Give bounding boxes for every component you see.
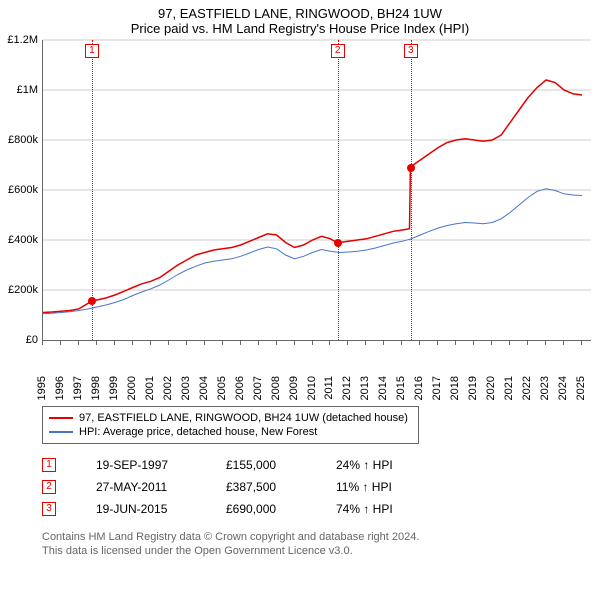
x-tick-label: 1996 [54, 376, 66, 400]
title-sub: Price paid vs. HM Land Registry's House … [0, 21, 600, 40]
x-tick-label: 2002 [162, 376, 174, 400]
x-tick-label: 2025 [575, 376, 587, 400]
x-tick-label: 2024 [557, 376, 569, 400]
y-tick-label: £1.2M [7, 34, 38, 46]
y-tick-label: £400k [8, 234, 38, 246]
title-block: 97, EASTFIELD LANE, RINGWOOD, BH24 1UW P… [0, 0, 600, 40]
x-tick-label: 1995 [36, 376, 48, 400]
sale-marker-box: 3 [404, 44, 418, 58]
x-tick-label: 2009 [288, 376, 300, 400]
x-tick-label: 2003 [180, 376, 192, 400]
sale-marker-line [411, 40, 412, 340]
x-tick-label: 2014 [377, 376, 389, 400]
x-tick-label: 2021 [503, 376, 515, 400]
sales-date: 27-MAY-2011 [96, 480, 226, 494]
sale-marker-box: 1 [85, 44, 99, 58]
legend-label: 97, EASTFIELD LANE, RINGWOOD, BH24 1UW (… [79, 412, 408, 424]
x-tick-label: 2022 [521, 376, 533, 400]
sales-diff: 11% ↑ HPI [336, 480, 446, 494]
sale-dot [407, 164, 415, 172]
sale-dot [334, 239, 342, 247]
x-tick-label: 2011 [323, 376, 335, 400]
x-tick-label: 2005 [216, 376, 228, 400]
y-tick-label: £800k [8, 134, 38, 146]
y-tick-label: £600k [8, 184, 38, 196]
x-tick-label: 2007 [252, 376, 264, 400]
sales-row: 2 27-MAY-2011£387,50011% ↑ HPI [42, 476, 600, 498]
plot-area: 1 2 3 [42, 40, 591, 341]
y-tick-label: £200k [8, 284, 38, 296]
legend-swatch [49, 431, 73, 433]
sale-dot [88, 297, 96, 305]
x-tick-label: 2004 [198, 376, 210, 400]
sales-index-box: 1 [42, 458, 56, 472]
sales-index-box: 3 [42, 502, 56, 516]
x-tick-label: 2023 [539, 376, 551, 400]
x-tick-label: 2017 [431, 376, 443, 400]
y-tick-label: £0 [26, 334, 38, 346]
x-tick-label: 1998 [90, 376, 102, 400]
footer: Contains HM Land Registry data © Crown c… [42, 530, 600, 567]
sales-diff: 74% ↑ HPI [336, 502, 446, 516]
x-tick-label: 2006 [234, 376, 246, 400]
chart-area: £0£200k£400k£600k£800k£1M£1.2M 123 19951… [0, 40, 600, 400]
x-tick-label: 2019 [467, 376, 479, 400]
x-tick-label: 2000 [126, 376, 138, 400]
x-tick-label: 2012 [341, 376, 353, 400]
sales-row: 1 19-SEP-1997£155,00024% ↑ HPI [42, 454, 600, 476]
sales-price: £155,000 [226, 458, 336, 472]
series-hpi [43, 189, 582, 314]
x-tick-label: 2013 [359, 376, 371, 400]
x-tick-label: 2015 [395, 376, 407, 400]
x-tick-label: 1997 [72, 376, 84, 400]
legend: 97, EASTFIELD LANE, RINGWOOD, BH24 1UW (… [42, 406, 419, 444]
legend-swatch [49, 417, 73, 419]
x-tick-label: 2020 [485, 376, 497, 400]
sales-price: £690,000 [226, 502, 336, 516]
sales-price: £387,500 [226, 480, 336, 494]
sales-date: 19-SEP-1997 [96, 458, 226, 472]
y-axis-labels: £0£200k£400k£600k£800k£1M£1.2M [0, 40, 42, 340]
plot-svg [43, 40, 591, 340]
x-axis-labels: 1995199619971998199920002001200220032004… [42, 340, 590, 400]
legend-row: HPI: Average price, detached house, New … [49, 425, 408, 439]
x-tick-label: 2010 [306, 376, 318, 400]
x-tick-label: 2008 [270, 376, 282, 400]
sale-marker-line [338, 40, 339, 340]
footer-line2: This data is licensed under the Open Gov… [42, 544, 600, 558]
x-tick-label: 2016 [413, 376, 425, 400]
legend-label: HPI: Average price, detached house, New … [79, 426, 317, 438]
sales-diff: 24% ↑ HPI [336, 458, 446, 472]
sales-table: 1 19-SEP-1997£155,00024% ↑ HPI 2 27-MAY-201… [42, 454, 600, 520]
x-tick-label: 2001 [144, 376, 156, 400]
series-property [43, 80, 582, 313]
title-main: 97, EASTFIELD LANE, RINGWOOD, BH24 1UW [0, 6, 600, 21]
x-tick-label: 1999 [108, 376, 120, 400]
sale-marker-box: 2 [331, 44, 345, 58]
y-tick-label: £1M [17, 84, 38, 96]
sale-marker-line [92, 40, 93, 340]
sales-row: 3 19-JUN-2015£690,00074% ↑ HPI [42, 498, 600, 520]
footer-line1: Contains HM Land Registry data © Crown c… [42, 530, 600, 544]
chart-container: 97, EASTFIELD LANE, RINGWOOD, BH24 1UW P… [0, 0, 600, 567]
sales-date: 19-JUN-2015 [96, 502, 226, 516]
sales-index-box: 2 [42, 480, 56, 494]
legend-row: 97, EASTFIELD LANE, RINGWOOD, BH24 1UW (… [49, 411, 408, 425]
x-tick-label: 2018 [449, 376, 461, 400]
